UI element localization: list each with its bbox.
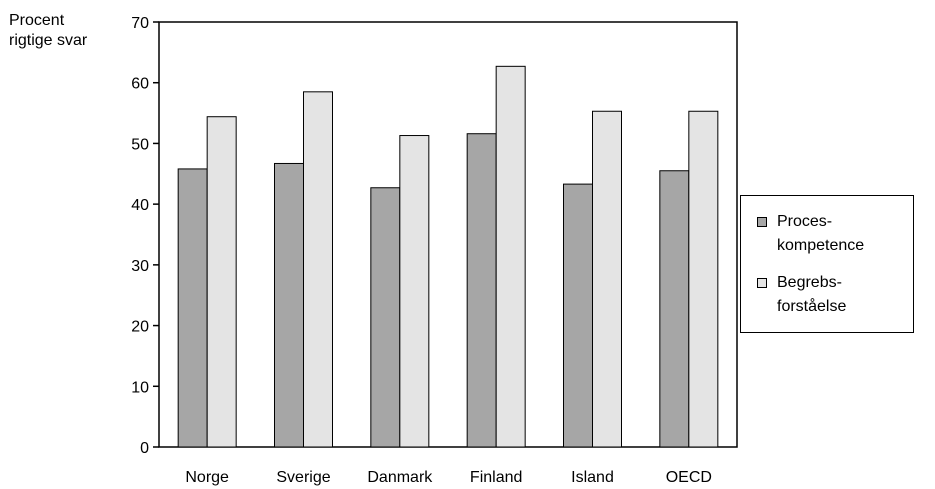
y-tick-label: 30 (131, 258, 149, 275)
y-axis-label-line-2: rigtige svar (9, 32, 88, 49)
y-tick-label: 40 (131, 197, 149, 214)
legend-label-line: Proces- (777, 213, 833, 230)
bar-sverige-begrebsforstaaelse (303, 91, 333, 448)
y-tick-label: 70 (131, 15, 149, 32)
y-tick-label: 10 (131, 379, 149, 396)
bar-sverige-proceskompetence (274, 162, 304, 448)
legend-swatch-begrebsforstaaelse (757, 278, 767, 288)
x-tick-label: OECD (666, 469, 712, 486)
bar-finland-proceskompetence (466, 133, 497, 448)
bar-finland-begrebsforstaaelse (495, 65, 526, 448)
bar-island-proceskompetence (563, 183, 593, 448)
bar-danmark-proceskompetence (370, 187, 401, 448)
legend-label-line: forståelse (777, 298, 847, 315)
y-axis-label: Procent rigtige svar (9, 11, 87, 51)
legend-label-begrebsforstaaelse: Begrebs- forståelse (777, 271, 917, 319)
y-tick-label: 0 (140, 440, 149, 457)
bar-oecd-proceskompetence (659, 170, 690, 448)
bar-danmark-begrebsforstaaelse (399, 135, 430, 448)
x-tick-label: Finland (470, 469, 522, 486)
x-tick-label: Sverige (276, 469, 330, 486)
y-tick-label: 60 (131, 76, 149, 93)
x-tick-label: Danmark (367, 469, 433, 486)
bar-oecd-begrebsforstaaelse (688, 110, 719, 448)
legend-label-proceskompetence: Proces- kompetence (777, 210, 917, 258)
y-tick-label: 50 (131, 136, 149, 153)
bar-norge-proceskompetence (177, 168, 208, 448)
legend-label-line: Begrebs- (777, 274, 842, 291)
x-tick-label: Norge (185, 469, 229, 486)
legend-swatch-proceskompetence (757, 217, 767, 227)
y-tick-label: 20 (131, 319, 149, 336)
bar-norge-begrebsforstaaelse (206, 116, 237, 448)
plot-area (158, 21, 738, 448)
y-axis-label-line-1: Procent (9, 12, 65, 29)
x-tick-label: Island (571, 469, 614, 486)
bar-island-begrebsforstaaelse (592, 110, 622, 448)
legend: Proces- kompetence Begrebs- forståelse (740, 195, 914, 333)
legend-label-line: kompetence (777, 237, 865, 254)
